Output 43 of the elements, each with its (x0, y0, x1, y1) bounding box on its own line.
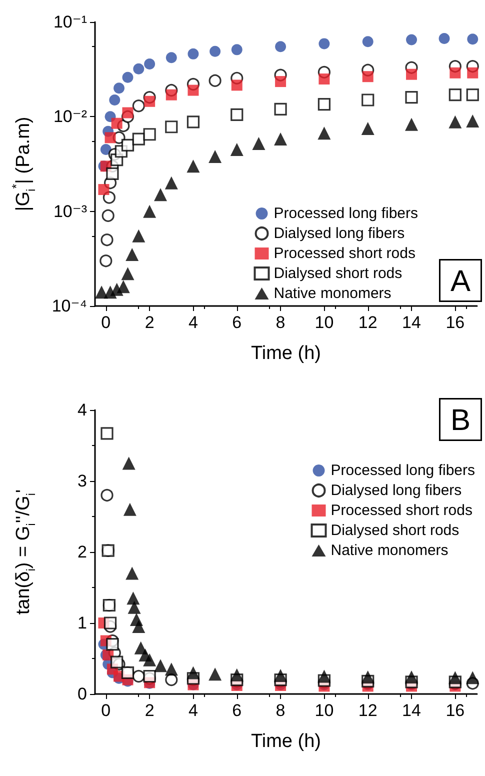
legend-label: Dialysed short rods (274, 265, 402, 282)
legend-label: Dialysed long fibers (274, 225, 405, 242)
x-tick-label: 6 (232, 313, 242, 332)
x-tick-label: 14 (402, 701, 421, 720)
x-tick-label: 10 (314, 313, 334, 332)
x-tick-label: 8 (276, 701, 286, 720)
x-tick-label: 4 (188, 701, 198, 720)
y-tick-label: 1 (78, 614, 87, 632)
x-tick-label: 6 (232, 701, 242, 720)
x-tick-label: 0 (101, 701, 111, 720)
x-tick-label: 10 (314, 701, 334, 720)
y-axis-title: |Gi*| (Pa.m) (9, 116, 38, 212)
legend-label: Dialysed short rods (330, 522, 460, 539)
x-tick-label: 16 (446, 701, 465, 720)
x-tick-label: 2 (144, 701, 154, 720)
x-axis-title: Time (h) (250, 343, 322, 364)
x-tick-label: 14 (402, 313, 421, 332)
y-tick-label: 10⁻³ (53, 202, 88, 221)
annotation: A (450, 265, 471, 298)
y-tick-label: 10⁻² (53, 107, 88, 126)
y-tick-label: 10⁻¹ (53, 12, 88, 32)
y-tick-label: 10⁻⁴ (52, 296, 87, 316)
legend-label: Processed long fibers (330, 462, 476, 479)
legend-label: Dialysed long fibers (330, 482, 462, 499)
x-tick-label: 4 (188, 313, 198, 332)
x-tick-label: 12 (358, 313, 378, 332)
legend-label: Processed short rods (274, 245, 416, 262)
x-tick-label: 0 (101, 313, 111, 332)
annotation: B (450, 404, 471, 437)
legend-label: Native monomers (330, 542, 448, 559)
y-axis-title: tan(δi) = Gi''/Gi' (13, 489, 38, 615)
legend-label: Processed short rods (330, 502, 472, 519)
y-tick-label: 3 (78, 472, 87, 490)
y-tick-label: 4 (78, 400, 87, 420)
y-tick-label: 0 (78, 684, 87, 704)
x-tick-label: 16 (446, 313, 465, 332)
x-axis-title: Time (h) (250, 731, 322, 752)
y-tick-label: 2 (78, 542, 87, 562)
x-tick-label: 12 (358, 701, 378, 720)
x-tick-label: 2 (144, 313, 154, 332)
legend-label: Processed long fibers (274, 205, 418, 222)
legend-label: Native monomers (274, 285, 392, 302)
x-tick-label: 8 (276, 313, 286, 332)
